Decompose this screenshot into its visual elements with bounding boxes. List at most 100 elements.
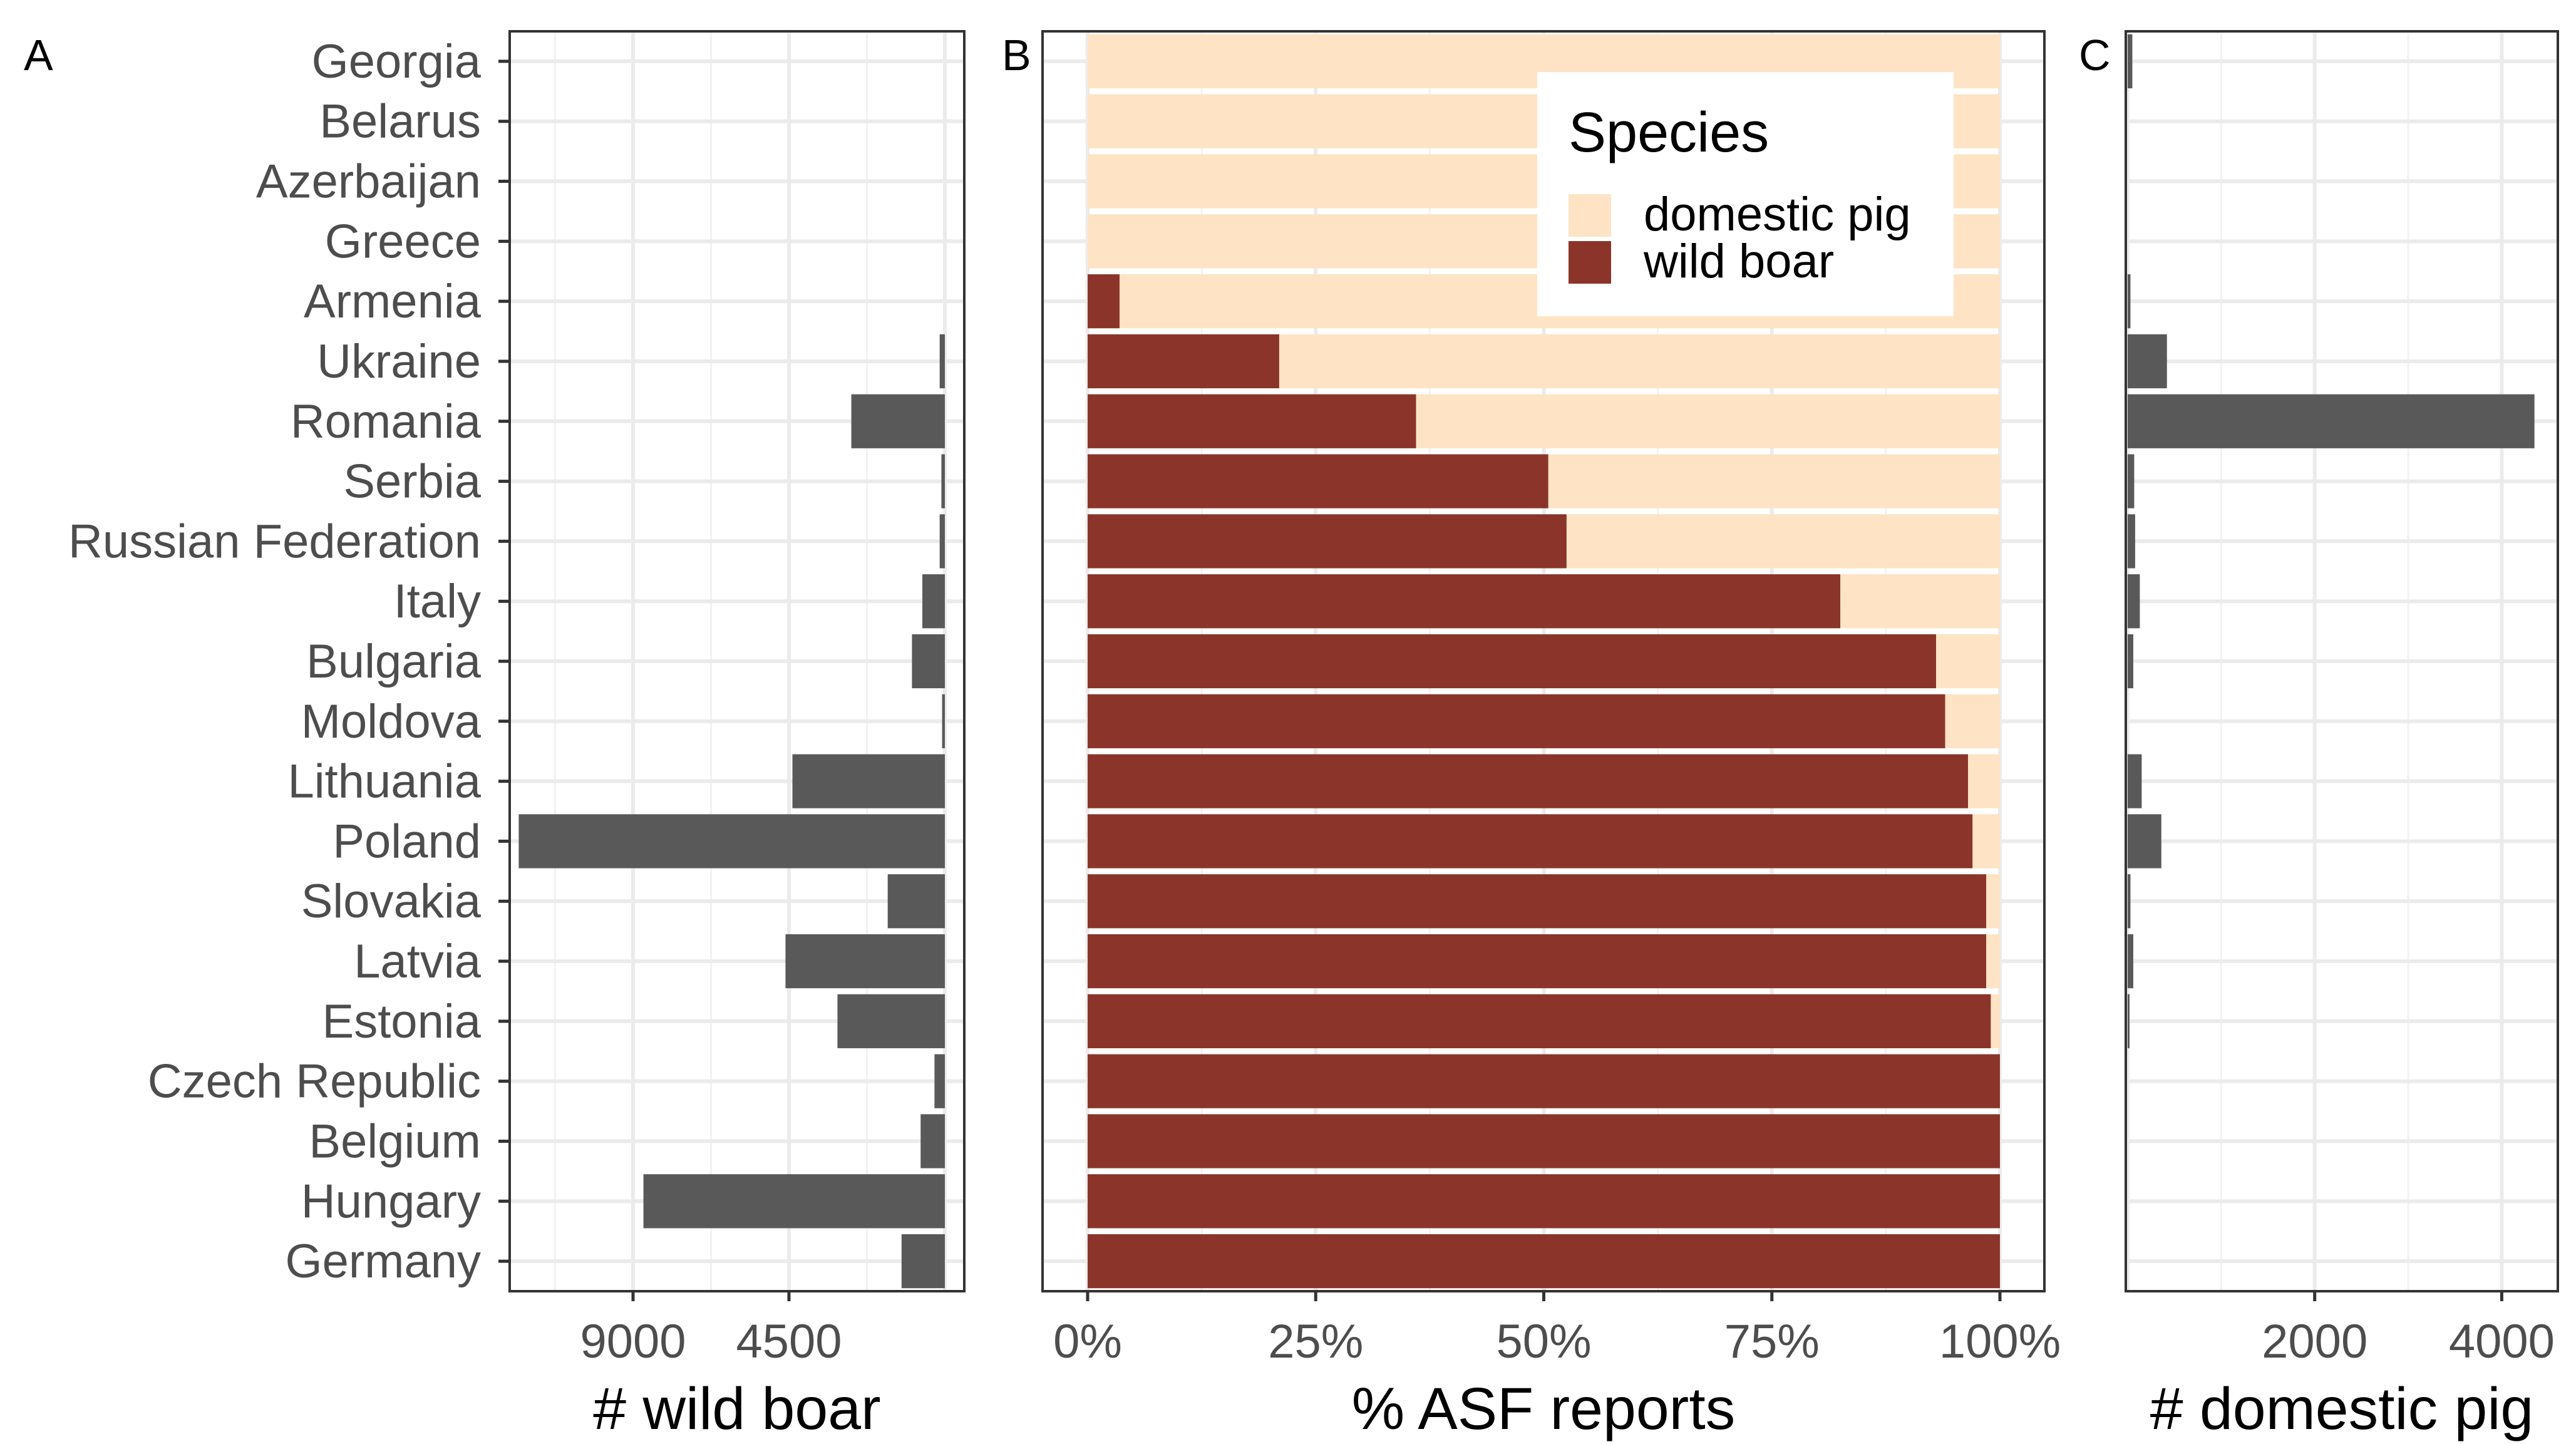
x-tick-label: 4000 bbox=[2449, 1315, 2555, 1368]
bar-domestic-pig-moldova bbox=[1945, 694, 2000, 748]
y-tick-label-czech-republic: Czech Republic bbox=[148, 1055, 481, 1108]
y-tick-label-serbia: Serbia bbox=[343, 455, 481, 508]
bar-domestic-pig-poland bbox=[1972, 814, 2000, 869]
y-tick-label-belgium: Belgium bbox=[309, 1115, 481, 1168]
panel-c bbox=[2125, 30, 2559, 1301]
bar-wild-boar-russian-federation bbox=[1088, 514, 1567, 569]
legend-key-domestic-pig bbox=[1569, 194, 1611, 237]
y-tick-label-romania: Romania bbox=[291, 395, 482, 448]
bar-domestic-pig-ukraine bbox=[1279, 334, 2000, 389]
y-tick-label-ukraine: Ukraine bbox=[317, 335, 481, 388]
x-axis-title: % ASF reports bbox=[1352, 1376, 1735, 1442]
bar-germany bbox=[901, 1234, 945, 1289]
bars-wild-boar bbox=[518, 334, 945, 1289]
bar-lithuania bbox=[2127, 754, 2142, 808]
bar-wild-boar-serbia bbox=[1088, 454, 1548, 508]
panel-tag-a: A bbox=[24, 31, 53, 80]
bar-lithuania bbox=[792, 754, 945, 808]
x-tick-label: 25% bbox=[1268, 1315, 1363, 1368]
y-tick-label-russian-federation: Russian Federation bbox=[68, 515, 481, 568]
panel-tag-b: B bbox=[1002, 31, 1031, 80]
bar-bulgaria bbox=[2127, 634, 2133, 689]
y-tick-label-azerbaijan: Azerbaijan bbox=[256, 155, 481, 209]
bar-domestic-pig-lithuania bbox=[1968, 754, 2000, 808]
bar-wild-boar-poland bbox=[1088, 814, 1973, 869]
legend-key-wild-boar bbox=[1569, 241, 1611, 284]
bar-armenia bbox=[2127, 274, 2131, 329]
bar-wild-boar-czech-republic bbox=[1088, 1054, 2000, 1108]
bar-slovakia bbox=[887, 874, 945, 929]
bar-georgia bbox=[2127, 34, 2133, 89]
panel-tag-c: C bbox=[2079, 31, 2111, 80]
bar-wild-boar-germany bbox=[1088, 1234, 2000, 1289]
bar-domestic-pig-italy bbox=[1840, 574, 2000, 629]
panel-border bbox=[2125, 30, 2559, 1292]
bar-moldova bbox=[942, 694, 945, 748]
legend-label-domestic-pig: domestic pig bbox=[1644, 188, 1911, 241]
y-tick-label-lithuania: Lithuania bbox=[288, 755, 482, 808]
bar-domestic-pig-slovakia bbox=[1986, 874, 2000, 929]
bar-russian-federation bbox=[939, 514, 945, 569]
y-tick-label-germany: Germany bbox=[285, 1235, 481, 1288]
bar-latvia bbox=[2127, 934, 2133, 989]
bar-wild-boar-slovakia bbox=[1088, 874, 1987, 929]
bar-poland bbox=[2127, 814, 2161, 869]
bar-estonia bbox=[837, 994, 945, 1048]
bar-wild-boar-armenia bbox=[1088, 274, 1120, 329]
bars-domestic-pig bbox=[2127, 34, 2535, 1048]
bar-domestic-pig-serbia bbox=[1548, 454, 2000, 508]
bar-hungary bbox=[643, 1174, 945, 1229]
legend-label-wild-boar: wild boar bbox=[1643, 235, 1834, 288]
bar-ukraine bbox=[2127, 334, 2167, 389]
bar-wild-boar-ukraine bbox=[1088, 334, 1279, 389]
y-tick-label-georgia: Georgia bbox=[312, 35, 482, 88]
bar-domestic-pig-estonia bbox=[1991, 994, 2000, 1048]
y-tick-label-belarus: Belarus bbox=[319, 95, 481, 148]
x-axis-title: # wild boar bbox=[593, 1376, 880, 1442]
x-tick-label: 0% bbox=[1053, 1315, 1122, 1368]
bar-ukraine bbox=[939, 334, 945, 389]
bar-estonia bbox=[2127, 994, 2130, 1048]
bar-serbia bbox=[2127, 454, 2135, 508]
bar-wild-boar-hungary bbox=[1088, 1174, 2000, 1229]
y-tick-label-poland: Poland bbox=[332, 815, 481, 868]
x-tick-label: 75% bbox=[1724, 1315, 1820, 1368]
x-tick-label: 100% bbox=[1939, 1315, 2061, 1368]
y-tick-label-armenia: Armenia bbox=[304, 275, 482, 328]
x-tick-label: 2000 bbox=[2262, 1315, 2367, 1368]
bar-bulgaria bbox=[912, 634, 945, 689]
y-tick-label-italy: Italy bbox=[394, 575, 481, 628]
bar-poland bbox=[518, 814, 945, 869]
bar-romania bbox=[851, 394, 945, 448]
bar-domestic-pig-bulgaria bbox=[1936, 634, 2000, 689]
bar-wild-boar-belgium bbox=[1088, 1114, 2000, 1168]
legend-title: Species bbox=[1569, 101, 1769, 164]
bar-domestic-pig-latvia bbox=[1986, 934, 2000, 989]
bar-belgium bbox=[920, 1114, 945, 1168]
bar-wild-boar-latvia bbox=[1088, 934, 1987, 989]
x-tick-label: 50% bbox=[1496, 1315, 1591, 1368]
bar-italy bbox=[922, 574, 945, 629]
bar-domestic-pig-russian-federation bbox=[1566, 514, 2000, 569]
bar-wild-boar-bulgaria bbox=[1088, 634, 1937, 689]
x-tick-label: 4500 bbox=[736, 1315, 842, 1368]
bar-wild-boar-romania bbox=[1088, 394, 1416, 448]
bar-latvia bbox=[785, 934, 945, 989]
legend bbox=[1537, 72, 1954, 316]
bar-wild-boar-moldova bbox=[1088, 694, 1945, 748]
y-tick-label-latvia: Latvia bbox=[354, 935, 482, 988]
y-tick-label-estonia: Estonia bbox=[322, 995, 482, 1048]
x-axis-title: # domestic pig bbox=[2150, 1376, 2534, 1442]
bar-slovakia bbox=[2127, 874, 2131, 929]
bar-wild-boar-italy bbox=[1088, 574, 1841, 629]
bar-romania bbox=[2127, 394, 2535, 448]
y-tick-label-hungary: Hungary bbox=[301, 1175, 481, 1228]
bar-wild-boar-lithuania bbox=[1088, 754, 1969, 808]
bar-czech-republic bbox=[934, 1054, 945, 1108]
bar-domestic-pig-romania bbox=[1416, 394, 2000, 448]
bar-italy bbox=[2127, 574, 2140, 629]
bar-russian-federation bbox=[2127, 514, 2135, 569]
y-tick-label-slovakia: Slovakia bbox=[301, 875, 482, 928]
bar-wild-boar-estonia bbox=[1088, 994, 1991, 1048]
